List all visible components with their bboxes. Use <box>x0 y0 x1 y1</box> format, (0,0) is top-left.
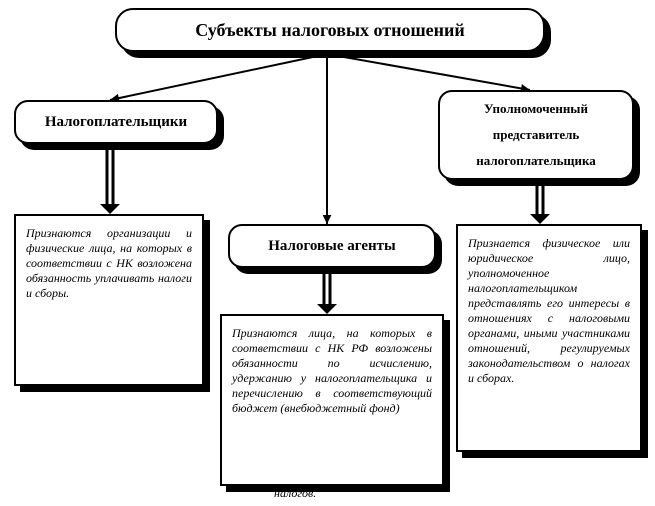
tax-agents-node: Налоговые агенты <box>228 224 436 268</box>
tax-agents-label: Налоговые агенты <box>268 238 396 255</box>
taxpayers-desc: Признаются организации и физические лица… <box>14 214 204 386</box>
title-box: Субъекты налоговых отношений <box>115 8 545 52</box>
tax-agents-desc: Признаются лица, на которых в соответств… <box>220 314 444 486</box>
representative-label: Уполномоченный представитель налогоплате… <box>446 96 626 174</box>
title-text: Субъекты налоговых отношений <box>195 20 465 41</box>
taxpayers-label: Налогоплательщики <box>45 114 187 131</box>
representative-desc: Признается физическое или юридическое ли… <box>456 224 642 452</box>
taxpayers-node: Налогоплательщики <box>14 100 218 144</box>
stray-text: налогов. <box>274 486 316 501</box>
representative-node: Уполномоченный представитель налогоплате… <box>438 90 634 180</box>
